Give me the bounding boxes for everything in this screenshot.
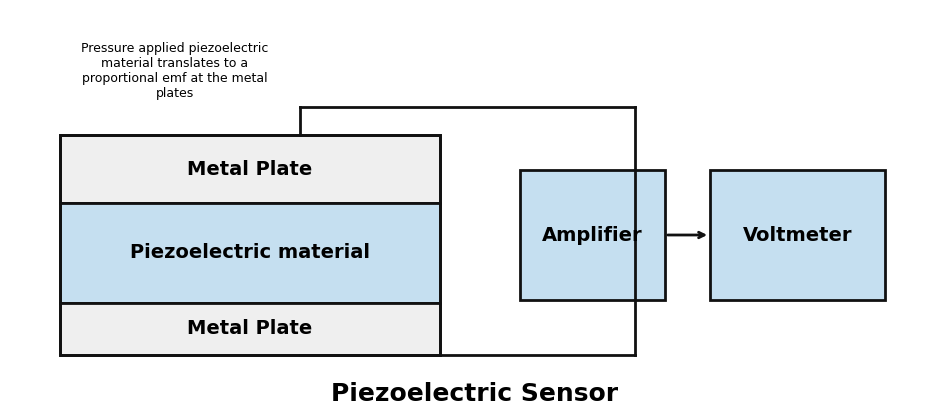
Text: Amplifier: Amplifier [542,225,643,244]
Bar [60,135,440,203]
Bar [520,170,665,300]
Text: Metal Plate: Metal Plate [187,159,313,178]
Bar [60,203,440,303]
Text: Voltmeter: Voltmeter [743,225,852,244]
Bar [60,303,440,355]
Text: Piezoelectric Sensor: Piezoelectric Sensor [332,382,618,406]
Text: Piezoelectric material: Piezoelectric material [130,243,370,262]
Text: Metal Plate: Metal Plate [187,319,313,339]
Text: Pressure applied piezoelectric
material translates to a
proportional emf at the : Pressure applied piezoelectric material … [82,42,269,100]
Bar [60,135,440,355]
Bar [710,170,885,300]
